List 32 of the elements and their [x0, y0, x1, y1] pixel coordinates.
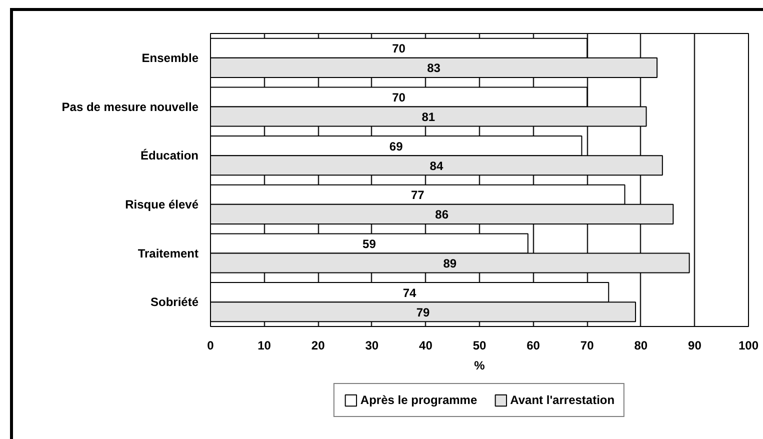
legend-label: Après le programme [360, 393, 478, 407]
data-label: 86 [435, 208, 449, 222]
x-tick-label: 50 [472, 338, 486, 352]
data-label: 69 [389, 139, 404, 154]
y-tick-label: Sobriété [150, 295, 199, 310]
y-tick-label: Éducation [140, 148, 199, 163]
x-tick-label: 60 [526, 338, 540, 352]
x-tick-label: 40 [419, 338, 433, 352]
x-tick-label: 20 [311, 338, 326, 352]
data-label: 77 [410, 188, 425, 202]
y-tick-label: Risque élevé [125, 197, 199, 212]
x-axis-title: % [474, 358, 486, 372]
data-label: 70 [392, 42, 406, 56]
data-label: 89 [443, 256, 457, 271]
y-tick-label: Ensemble [142, 50, 199, 65]
x-tick-label: 30 [365, 338, 379, 352]
x-tick-label: 90 [688, 338, 702, 352]
legend-label: Avant l'arrestation [510, 393, 615, 407]
y-tick-label: Pas de mesure nouvelle [62, 100, 199, 114]
y-tick-label: Traitement [138, 246, 199, 260]
x-tick-label: 70 [580, 338, 594, 352]
x-tick-label: 100 [738, 338, 759, 352]
x-tick-label: 10 [258, 338, 272, 352]
data-label: 83 [427, 61, 441, 76]
data-label: 79 [416, 305, 430, 320]
data-label: 59 [362, 236, 376, 251]
data-label: 74 [402, 286, 417, 300]
data-label: 81 [422, 110, 436, 124]
data-label: 84 [430, 158, 444, 173]
data-label: 70 [392, 90, 406, 104]
x-tick-label: 0 [207, 338, 214, 352]
x-tick-label: 80 [634, 338, 648, 352]
